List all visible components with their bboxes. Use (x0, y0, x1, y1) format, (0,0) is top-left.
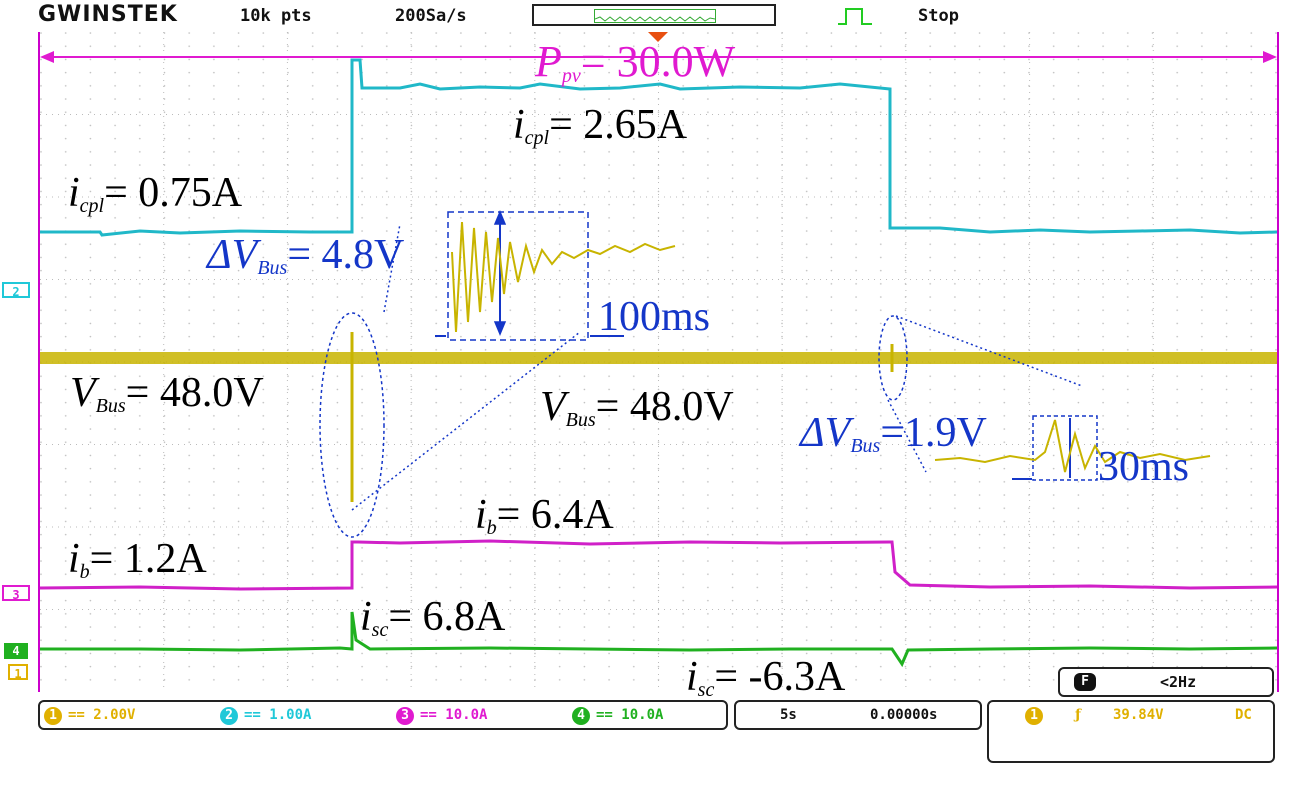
timebase-offset: 0.00000s (870, 707, 938, 723)
ch4-trace (40, 611, 1277, 668)
waveform-canvas (40, 32, 1277, 692)
frequency-counter[interactable]: F <2Hz (1058, 667, 1274, 697)
ch3-trace (40, 539, 1277, 591)
brand-logo: GWINSTEK (38, 2, 178, 27)
ch2-scale[interactable]: 2 == 1.00A (220, 707, 311, 725)
zoom-callout-2 (878, 315, 1112, 481)
ppv-span-arrow (40, 51, 1277, 63)
frequency-icon: F (1074, 673, 1096, 691)
ppv-label: Ppv= 30.0W (535, 37, 736, 87)
sample-rate: 200Sa/s (395, 6, 467, 26)
ch1-position-marker[interactable]: 1 (8, 664, 28, 681)
ch3-position-marker[interactable]: 3 (2, 585, 30, 602)
waveform-display[interactable] (38, 32, 1279, 692)
run-state[interactable]: Stop (918, 6, 959, 26)
overview-window (594, 9, 716, 23)
ch1-scale[interactable]: 1 == 2.00V (44, 707, 135, 725)
status-bar: GWINSTEK 10k pts 200Sa/s Stop (0, 0, 1298, 32)
zoom-waveform-1 (451, 221, 676, 333)
timebase-div: 5s (780, 707, 797, 723)
time-100ms-label: 100ms (598, 294, 711, 340)
ch3-scale[interactable]: 3 == 10.0A (396, 707, 487, 725)
dvbus-1-label: ΔVBus= 4.8V (207, 232, 405, 279)
trigger-source: 1 (1025, 707, 1049, 725)
trigger-box[interactable]: 1 ƒ 39.84V DC (987, 700, 1275, 763)
isc-pos-label: isc= 6.8A (360, 594, 506, 641)
ch4-position-marker[interactable]: 4 (4, 643, 28, 659)
ch2-trace (40, 58, 1277, 237)
zoom-waveform-2 (934, 419, 1211, 473)
vbus-mid-label: VBus= 48.0V (540, 384, 734, 431)
time-30ms-label: 30ms (1098, 444, 1190, 490)
memory-overview-bar[interactable] (532, 4, 776, 26)
record-length: 10k pts (240, 6, 312, 26)
ib-high-label: ib= 6.4A (475, 492, 614, 539)
icpl-high-label: icpl= 2.65A (513, 102, 688, 149)
vbus-left-label: VBus= 48.0V (70, 370, 264, 417)
trigger-coupling: DC (1235, 707, 1252, 723)
trigger-position-marker (648, 32, 668, 42)
timebase-box[interactable]: 5s 0.00000s (734, 700, 982, 730)
frequency-value: <2Hz (1160, 673, 1197, 691)
zoom-callout-1 (319, 210, 624, 538)
ch4-scale[interactable]: 4 == 10.0A (572, 707, 663, 725)
isc-neg-label: isc= -6.3A (686, 654, 846, 701)
ch1-trace (40, 332, 1277, 502)
ch2-position-marker[interactable]: 2 (2, 282, 30, 299)
trigger-level: 39.84V (1113, 707, 1164, 723)
icpl-low-label: icpl= 0.75A (68, 170, 243, 217)
dvbus-2-label: ΔVBus=1.9V (800, 410, 987, 457)
ib-low-label: ib= 1.2A (68, 536, 207, 583)
trigger-slope-icon: ƒ (1075, 707, 1082, 723)
channel-scale-bar[interactable]: 1 == 2.00V 2 == 1.00A 3 == 10.0A 4 == 10.0A (38, 700, 728, 730)
trigger-edge-icon (838, 8, 872, 25)
